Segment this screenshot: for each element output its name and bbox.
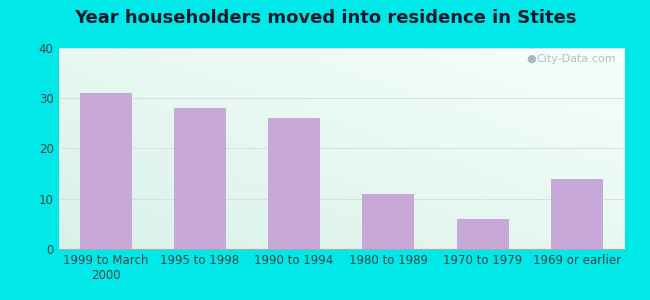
Bar — [363, 194, 414, 249]
Text: City-Data.com: City-Data.com — [536, 54, 616, 64]
Bar — [174, 108, 226, 249]
Bar — [551, 178, 603, 249]
Text: Year householders moved into residence in Stites: Year householders moved into residence i… — [73, 9, 577, 27]
Bar — [268, 118, 320, 249]
Text: ●: ● — [526, 54, 536, 64]
Bar — [457, 219, 508, 249]
Bar — [80, 93, 131, 249]
